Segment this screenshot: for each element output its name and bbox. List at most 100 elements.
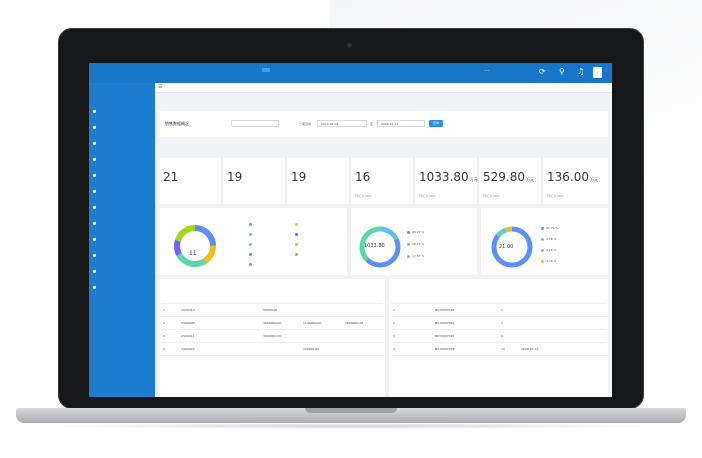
laptop-base — [16, 408, 686, 423]
stat-card: 19 — [223, 158, 285, 204]
table-row[interactable]: 4 CS00003 220000.00 — [161, 342, 383, 356]
table-row[interactable]: 2 CS00006 3600000.00 1140000.00 2600000.00 — [161, 316, 383, 330]
sidebar-item[interactable] — [93, 125, 98, 129]
laptop-shadow — [40, 423, 662, 429]
stat-value: 529.80万元 — [483, 170, 534, 184]
legend-item — [249, 262, 253, 266]
stat-card: 16 同比 0.00% — [351, 158, 413, 204]
sidebar — [89, 83, 155, 397]
legend-item: 45.27 % — [407, 230, 424, 234]
data-table: 1 BX72007002 1 2 BX72007002 1 3 BX72007002 4 4… — [391, 293, 606, 356]
donut-panel-1: 11 — [159, 208, 347, 275]
menu-dot-icon — [93, 269, 96, 273]
stat-card: 1033.80万元 同比 0.00% — [415, 158, 478, 204]
stat-value: 19 — [291, 170, 307, 184]
date-separator: 至 — [370, 122, 374, 126]
menu-dot-icon — [93, 125, 96, 129]
sidebar-item[interactable] — [93, 141, 98, 145]
table-header-row — [391, 293, 606, 304]
app-screen: ··· ⟳ ⚲ ♫ ☰ 销售数据概况 日期选择 2020-01-01 至 — [89, 63, 612, 397]
date-label: 日期选择 — [299, 122, 312, 126]
avatar[interactable] — [593, 67, 602, 78]
legend-item: 17.87 % — [407, 254, 424, 258]
donut-panel-2: 1033.80 45.27 % 26.76 % 17.87 % — [351, 208, 477, 275]
more-menu[interactable]: ··· — [484, 68, 490, 75]
stat-card: 529.80万元 同比 0.00% — [479, 158, 541, 204]
sidebar-item[interactable] — [93, 173, 98, 177]
tag-bar: ☰ — [155, 83, 612, 93]
legend-item — [249, 252, 253, 256]
legend-item — [295, 232, 299, 236]
stat-sub: 同比 0.00% — [355, 194, 372, 198]
menu-dot-icon — [93, 141, 96, 145]
stat-card: 21 — [159, 158, 221, 204]
stat-sub: 同比 0.00% — [419, 194, 436, 198]
stat-card: 19 — [287, 158, 349, 204]
company-select[interactable] — [231, 120, 279, 127]
legend-item — [249, 222, 253, 226]
menu-dot-icon — [93, 189, 96, 193]
legend-item — [295, 242, 299, 246]
menu-dot-icon — [93, 109, 96, 113]
query-button[interactable]: 查询 — [429, 120, 444, 127]
stat-sub: 同比 0.00% — [483, 194, 500, 198]
donut-chart-1 — [174, 225, 216, 267]
sidebar-item[interactable] — [93, 205, 98, 209]
donut-panel-3: 21.00 85.71 % 4.76 % 4.76 % 4.76 % — [481, 208, 608, 275]
donut-chart-2 — [359, 226, 401, 268]
donut-center-value: 21.00 — [499, 244, 514, 250]
sidebar-item[interactable] — [93, 109, 98, 113]
table-row[interactable]: 3 BX72007002 4 — [391, 329, 606, 343]
table-row[interactable]: 1 BX72007002 1 — [391, 303, 606, 317]
filter-panel: 销售数据概况 日期选择 2020-01-01 至 2020-07-14 查询 — [159, 111, 608, 137]
menu-dot-icon — [93, 237, 96, 241]
sidebar-item[interactable] — [93, 253, 98, 257]
stat-card: 136.00万元 同比 0.00% — [543, 158, 608, 204]
legend-item — [249, 232, 253, 236]
section-title: 销售数据概况 — [165, 121, 189, 126]
sidebar-item[interactable] — [93, 221, 98, 225]
table-row[interactable]: 2 BX72007002 1 — [391, 316, 606, 330]
table-row[interactable]: 3 CS00011 3000000.00 — [161, 329, 383, 343]
legend-item — [295, 222, 299, 226]
top-navigation-bar: ··· ⟳ ⚲ ♫ — [89, 63, 612, 83]
sidebar-item[interactable] — [93, 157, 98, 161]
stat-value: 16 — [355, 170, 371, 184]
refresh-icon[interactable]: ⟳ — [539, 67, 546, 76]
sidebar-item[interactable] — [93, 237, 98, 241]
stat-value: 136.00万元 — [547, 170, 598, 184]
table-row[interactable]: 4 BX72007003 10 2020-07-21 — [391, 342, 606, 356]
laptop-notch — [305, 408, 397, 413]
table-panel-left: 1 CS00010 58000.00 2 CS00006 3600000.00 11400… — [159, 279, 385, 397]
menu-dot-icon — [93, 285, 96, 289]
data-table: 1 CS00010 58000.00 2 CS00006 3600000.00 11400… — [161, 293, 383, 356]
menu-dot-icon — [93, 157, 96, 161]
donut-chart-3 — [491, 226, 533, 268]
legend-item: 26.76 % — [407, 242, 424, 246]
nav-item-active[interactable] — [262, 68, 270, 72]
camera-icon — [347, 43, 352, 48]
sidebar-item[interactable] — [93, 285, 98, 289]
date-start-field[interactable]: 2020-01-01 — [317, 120, 367, 127]
sidebar-item[interactable] — [93, 189, 98, 193]
legend-item: 4.76 % — [541, 237, 556, 241]
sidebar-item[interactable] — [93, 269, 98, 273]
menu-dot-icon — [93, 173, 96, 177]
legend-item: 85.71 % — [541, 226, 558, 230]
menu-dot-icon — [93, 253, 96, 257]
date-end-field[interactable]: 2020-07-14 — [377, 120, 425, 127]
legend-item — [249, 242, 253, 246]
stat-sub: 同比 0.00% — [547, 194, 564, 198]
stat-value: 21 — [163, 170, 179, 184]
menu-toggle-icon[interactable]: ☰ — [158, 84, 163, 90]
main-content: ☰ 销售数据概况 日期选择 2020-01-01 至 2020-07-14 查询… — [155, 83, 612, 397]
table-header-row — [161, 293, 383, 304]
donut-center-value: 1033.80 — [364, 243, 385, 249]
bell-icon[interactable]: ♫ — [577, 67, 585, 76]
stat-value: 1033.80万元 — [419, 170, 478, 184]
stat-value: 19 — [227, 170, 243, 184]
legend-item: 4.76 % — [541, 248, 556, 252]
user-switch-icon[interactable]: ⚲ — [559, 67, 565, 76]
table-row[interactable]: 1 CS00010 58000.00 — [161, 303, 383, 317]
menu-dot-icon — [93, 221, 96, 225]
